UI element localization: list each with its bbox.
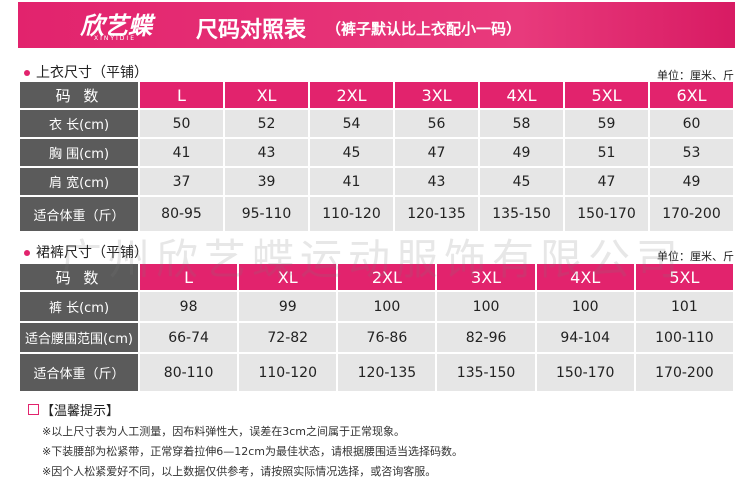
row: 适合体重（斤） 80-110 110-120 120-135 135-150 150-17…	[20, 354, 733, 391]
cell: 56	[395, 110, 478, 137]
cell: 衣 长(cm)	[20, 110, 138, 137]
header-cell: 3XL	[395, 82, 478, 108]
cell: 150-170	[536, 354, 634, 391]
header-cell: 5XL	[565, 82, 648, 108]
cell: 120-135	[338, 354, 436, 391]
cell: 51	[565, 139, 648, 166]
cell: 95-110	[225, 197, 308, 231]
cell: 72-82	[239, 323, 337, 352]
logo: 欣艺蝶	[80, 11, 152, 40]
cell: 135-150	[480, 197, 563, 231]
cell: 41	[310, 168, 393, 195]
header-cell: 6XL	[650, 82, 733, 108]
header-cell: 2XL	[310, 82, 393, 108]
cell: 150-170	[565, 197, 648, 231]
tops-table: 码 数 L XL 2XL 3XL 4XL 5XL 6XL 衣 长(cm) 50 52 54 56 58 59…	[18, 80, 735, 233]
cell: 适合体重（斤）	[20, 354, 138, 391]
cell: 100	[536, 292, 634, 321]
row: 衣 长(cm) 50 52 54 56 58 59 60	[20, 110, 733, 137]
header-cell: 5XL	[635, 264, 733, 290]
header-cell: XL	[239, 264, 337, 290]
cell: 82-96	[437, 323, 535, 352]
header-cell: 4XL	[480, 82, 563, 108]
cell: 170-200	[650, 197, 733, 231]
banner: 欣艺蝶 XINYIDIE 尺码对照表 （裤子默认比上衣配小一码）	[18, 2, 735, 48]
cell: 170-200	[635, 354, 733, 391]
cell: 76-86	[338, 323, 436, 352]
cell: 110-120	[310, 197, 393, 231]
cell: 100-110	[635, 323, 733, 352]
cell: 49	[480, 139, 563, 166]
cell: 49	[650, 168, 733, 195]
cell: 98	[140, 292, 238, 321]
row: 裤 长(cm) 98 99 100 100 100 101	[20, 292, 733, 321]
title: 尺码对照表	[196, 18, 307, 43]
row: 胸 围(cm) 41 43 45 47 49 51 53	[20, 139, 733, 166]
cell: 37	[140, 168, 223, 195]
cell: 胸 围(cm)	[20, 139, 138, 166]
row: 适合腰围范围(cm) 66-74 72-82 76-86 82-96 94-104 100-…	[20, 323, 733, 352]
cell: 45	[310, 139, 393, 166]
cell: 45	[480, 168, 563, 195]
cell: 58	[480, 110, 563, 137]
cell: 43	[395, 168, 478, 195]
unit: 单位：厘米、斤	[657, 69, 734, 82]
unit: 单位：厘米、斤	[657, 250, 734, 263]
cell: 适合体重（斤）	[20, 197, 138, 231]
note: ※下装腰部为松紧带，正常穿着拉伸6—12cm为最佳状态，请根据腰围适当选择码数。	[42, 445, 463, 458]
cell: 裤 长(cm)	[20, 292, 138, 321]
note: ※以上尺寸表为人工测量，因布料弹性大，误差在3cm之间属于正常现象。	[42, 425, 405, 438]
cell: 80-110	[140, 354, 238, 391]
section-title: 裙裤尺寸（平铺）	[24, 242, 148, 262]
section-title: 上衣尺寸（平铺）	[24, 62, 148, 82]
row: 适合体重（斤） 80-95 95-110 110-120 120-135 135-150 1…	[20, 197, 733, 231]
header-cell: 码 数	[20, 264, 138, 290]
cell: 53	[650, 139, 733, 166]
cell: 80-95	[140, 197, 223, 231]
header-cell: 4XL	[536, 264, 634, 290]
cell: 99	[239, 292, 337, 321]
cell: 94-104	[536, 323, 634, 352]
header-cell: L	[140, 264, 238, 290]
cell: 135-150	[437, 354, 535, 391]
header-cell: 3XL	[437, 264, 535, 290]
cell: 39	[225, 168, 308, 195]
cell: 101	[635, 292, 733, 321]
bottoms-table: 码 数 L XL 2XL 3XL 4XL 5XL 裤 长(cm) 98 99 100 100 100 10…	[18, 262, 735, 393]
cell: 66-74	[140, 323, 238, 352]
cell: 47	[395, 139, 478, 166]
cell: 120-135	[395, 197, 478, 231]
cell: 110-120	[239, 354, 337, 391]
cell: 适合腰围范围(cm)	[20, 323, 138, 352]
header-row: 码 数 L XL 2XL 3XL 4XL 5XL 6XL	[20, 82, 733, 108]
cell: 54	[310, 110, 393, 137]
cell: 41	[140, 139, 223, 166]
header-cell: XL	[225, 82, 308, 108]
header-cell: L	[140, 82, 223, 108]
row: 肩 宽(cm) 37 39 41 43 45 47 49	[20, 168, 733, 195]
logo-sub: XINYIDIE	[94, 35, 136, 42]
note: ※因个人松紧爱好不同，以上数据仅供参考，请按照实际情况选择，或咨询客服。	[42, 465, 437, 478]
cell: 100	[338, 292, 436, 321]
cell: 47	[565, 168, 648, 195]
header-cell: 2XL	[338, 264, 436, 290]
header-row: 码 数 L XL 2XL 3XL 4XL 5XL	[20, 264, 733, 290]
cell: 60	[650, 110, 733, 137]
cell: 100	[437, 292, 535, 321]
cell: 50	[140, 110, 223, 137]
header-cell: 码 数	[20, 82, 138, 108]
notes-title: 【温馨提示】	[28, 400, 119, 419]
subtitle: （裤子默认比上衣配小一码）	[326, 20, 522, 38]
cell: 43	[225, 139, 308, 166]
cell: 肩 宽(cm)	[20, 168, 138, 195]
cell: 52	[225, 110, 308, 137]
cell: 59	[565, 110, 648, 137]
